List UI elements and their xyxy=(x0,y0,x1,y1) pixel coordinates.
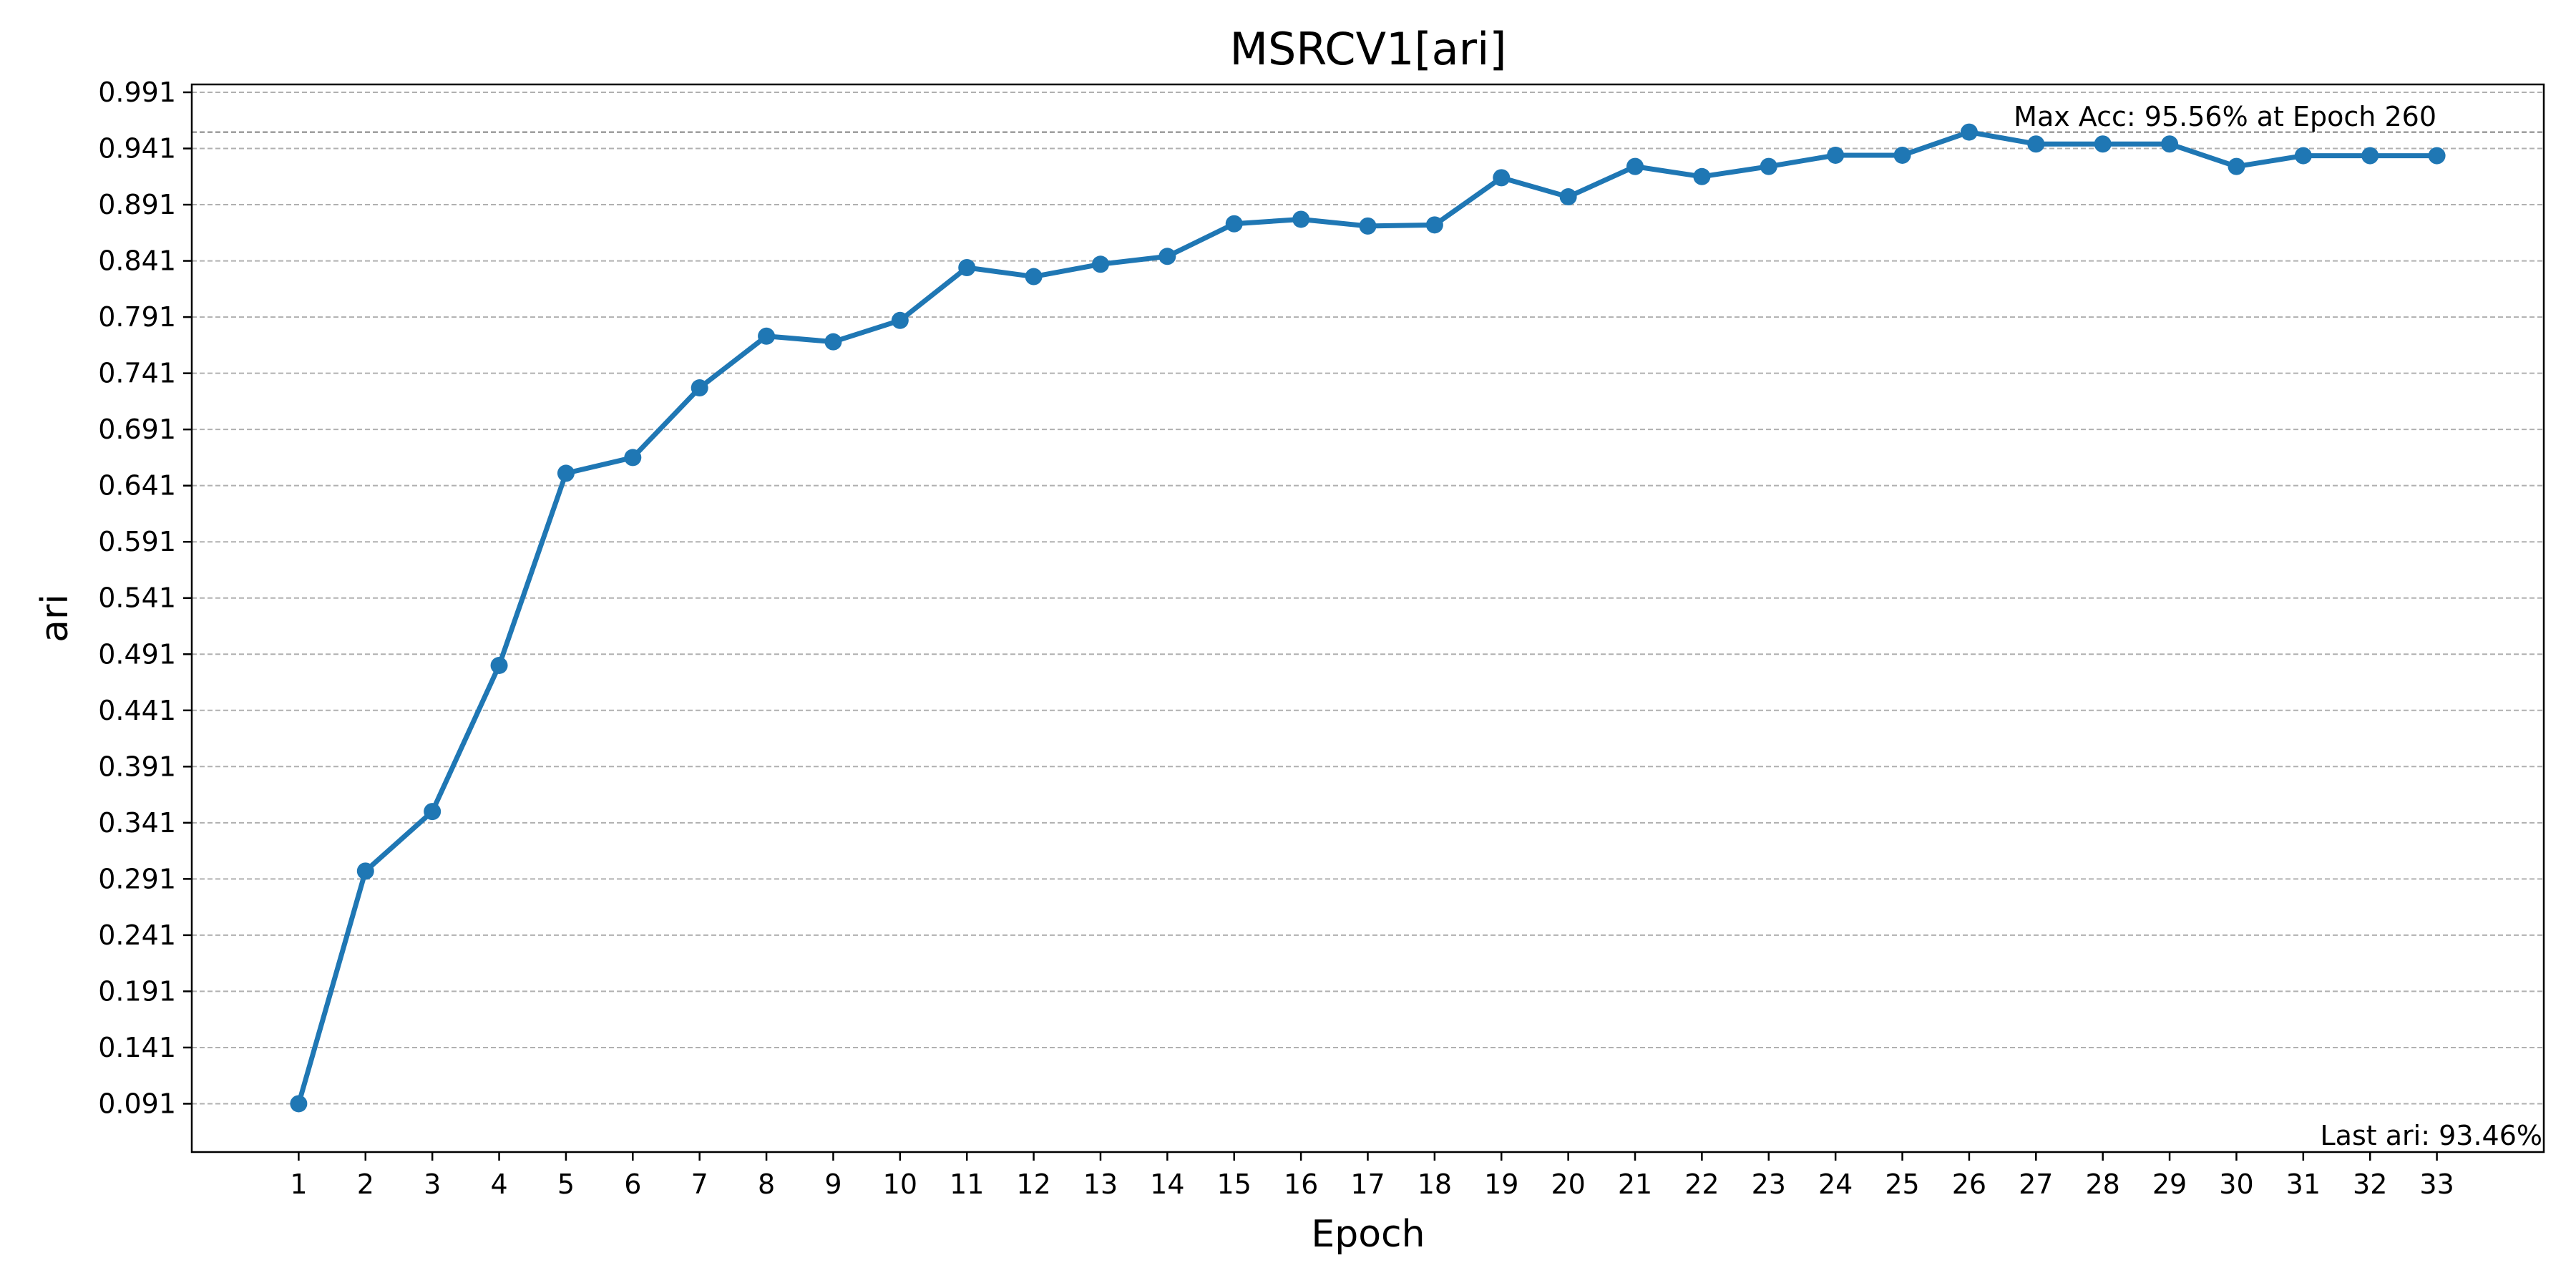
data-point xyxy=(1158,248,1176,265)
chart-title: MSRCV1[ari] xyxy=(1229,23,1506,75)
y-tick-label: 0.491 xyxy=(98,638,176,670)
x-tick-label: 21 xyxy=(1618,1169,1652,1200)
x-tick-label: 7 xyxy=(691,1169,708,1200)
y-tick-label: 0.891 xyxy=(98,189,176,220)
data-point xyxy=(1559,188,1577,206)
data-point xyxy=(1760,157,1777,175)
x-tick-label: 31 xyxy=(2286,1169,2321,1200)
x-tick-label: 20 xyxy=(1551,1169,1585,1200)
y-tick-label: 0.091 xyxy=(98,1088,176,1119)
x-tick-label: 33 xyxy=(2419,1169,2454,1200)
data-point xyxy=(1693,167,1711,185)
y-tick-label: 0.141 xyxy=(98,1032,176,1063)
data-point xyxy=(1960,123,1978,141)
data-point xyxy=(1359,217,1377,235)
y-tick-label: 0.841 xyxy=(98,245,176,277)
x-tick-label: 9 xyxy=(824,1169,841,1200)
x-tick-label: 27 xyxy=(2019,1169,2053,1200)
y-tick-label: 0.741 xyxy=(98,358,176,389)
x-axis-ticks: 1 2 3 4 5 6 7 8 9 10 11 12 13 14 15 16 17 18 19 20 21 22 23 24 2… xyxy=(290,1152,2454,1200)
x-tick-label: 17 xyxy=(1350,1169,1385,1200)
x-tick-label: 2 xyxy=(357,1169,374,1200)
x-tick-label: 14 xyxy=(1150,1169,1184,1200)
x-tick-label: 19 xyxy=(1484,1169,1518,1200)
x-tick-label: 24 xyxy=(1818,1169,1853,1200)
data-point xyxy=(1893,146,1911,164)
data-point xyxy=(490,656,508,674)
y-axis-label: ari xyxy=(34,594,77,643)
data-point xyxy=(1225,215,1243,233)
data-point xyxy=(1091,255,1109,273)
y-tick-label: 0.541 xyxy=(98,582,176,614)
data-point xyxy=(557,464,575,482)
y-tick-label: 0.341 xyxy=(98,807,176,839)
max-annotation: Max Acc: 95.56% at Epoch 260 xyxy=(2014,101,2436,132)
data-point xyxy=(891,311,909,329)
x-tick-label: 11 xyxy=(950,1169,984,1200)
x-tick-label: 4 xyxy=(490,1169,507,1200)
data-point xyxy=(2428,147,2446,165)
data-point xyxy=(2361,147,2379,165)
y-tick-label: 0.691 xyxy=(98,414,176,445)
y-tick-label: 0.791 xyxy=(98,301,176,333)
data-point xyxy=(824,333,842,351)
x-tick-label: 12 xyxy=(1016,1169,1050,1200)
data-point xyxy=(1425,216,1443,234)
y-tick-label: 0.941 xyxy=(98,133,176,165)
data-series xyxy=(290,123,2446,1113)
data-point xyxy=(1626,157,1644,175)
y-tick-label: 0.241 xyxy=(98,919,176,951)
x-tick-label: 23 xyxy=(1752,1169,1786,1200)
y-tick-label: 0.441 xyxy=(98,695,176,726)
x-tick-label: 15 xyxy=(1217,1169,1252,1200)
y-tick-label: 0.391 xyxy=(98,751,176,782)
data-point xyxy=(1827,146,1845,164)
data-point xyxy=(2228,157,2245,175)
y-tick-label: 0.591 xyxy=(98,526,176,557)
x-tick-label: 5 xyxy=(557,1169,575,1200)
data-point xyxy=(290,1095,308,1113)
data-point xyxy=(2161,135,2179,153)
x-tick-label: 6 xyxy=(624,1169,641,1200)
data-point xyxy=(691,379,708,397)
data-point xyxy=(1493,169,1511,187)
y-tick-label: 0.641 xyxy=(98,470,176,502)
data-point xyxy=(1025,268,1043,286)
y-tick-label: 0.191 xyxy=(98,975,176,1007)
x-tick-label: 30 xyxy=(2219,1169,2253,1200)
grid-lines xyxy=(192,91,2544,1105)
data-point xyxy=(958,258,976,276)
data-point xyxy=(424,803,441,821)
x-tick-label: 16 xyxy=(1284,1169,1318,1200)
data-point xyxy=(758,327,776,345)
x-tick-label: 29 xyxy=(2152,1169,2187,1200)
data-point xyxy=(624,449,642,467)
x-tick-label: 18 xyxy=(1418,1169,1452,1200)
x-tick-label: 3 xyxy=(424,1169,441,1200)
x-tick-label: 10 xyxy=(883,1169,917,1200)
data-point xyxy=(2294,147,2312,165)
x-tick-label: 8 xyxy=(758,1169,775,1200)
x-axis-label: Epoch xyxy=(1311,1213,1425,1256)
data-point xyxy=(356,862,374,880)
x-tick-label: 1 xyxy=(290,1169,307,1200)
x-tick-label: 26 xyxy=(1952,1169,1986,1200)
x-tick-label: 25 xyxy=(1885,1169,1919,1200)
x-tick-label: 13 xyxy=(1083,1169,1118,1200)
data-point xyxy=(2094,135,2112,153)
x-tick-label: 22 xyxy=(1684,1169,1719,1200)
data-point xyxy=(1292,210,1310,228)
x-tick-label: 32 xyxy=(2353,1169,2387,1200)
y-axis-ticks: 0.091 0.141 0.191 0.241 0.291 0.341 0.391 0.441… xyxy=(98,77,192,1119)
last-annotation: Last ari: 93.46% xyxy=(2321,1120,2542,1151)
data-point xyxy=(2027,135,2045,153)
x-tick-label: 28 xyxy=(2086,1169,2120,1200)
y-tick-label: 0.991 xyxy=(98,77,176,108)
y-tick-label: 0.291 xyxy=(98,863,176,894)
